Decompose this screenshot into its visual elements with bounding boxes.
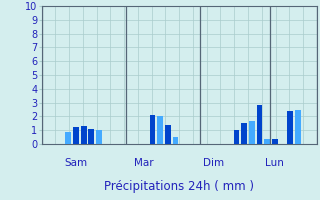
Bar <box>272 139 278 144</box>
Text: Lun: Lun <box>265 158 284 168</box>
Bar <box>264 139 270 144</box>
Bar <box>81 126 86 144</box>
Bar <box>287 111 293 144</box>
Bar <box>157 116 163 144</box>
Bar <box>295 110 300 144</box>
Bar <box>149 115 155 144</box>
Bar <box>257 105 262 144</box>
Text: Précipitations 24h ( mm ): Précipitations 24h ( mm ) <box>104 180 254 193</box>
Bar <box>234 130 239 144</box>
Bar <box>66 132 71 144</box>
Text: Mar: Mar <box>134 158 153 168</box>
Bar <box>165 125 171 144</box>
Bar <box>241 123 247 144</box>
Text: Sam: Sam <box>64 158 88 168</box>
Bar <box>73 127 79 144</box>
Bar <box>172 137 178 144</box>
Text: Dim: Dim <box>203 158 224 168</box>
Bar <box>88 129 94 144</box>
Bar <box>96 130 102 144</box>
Bar <box>249 121 255 144</box>
